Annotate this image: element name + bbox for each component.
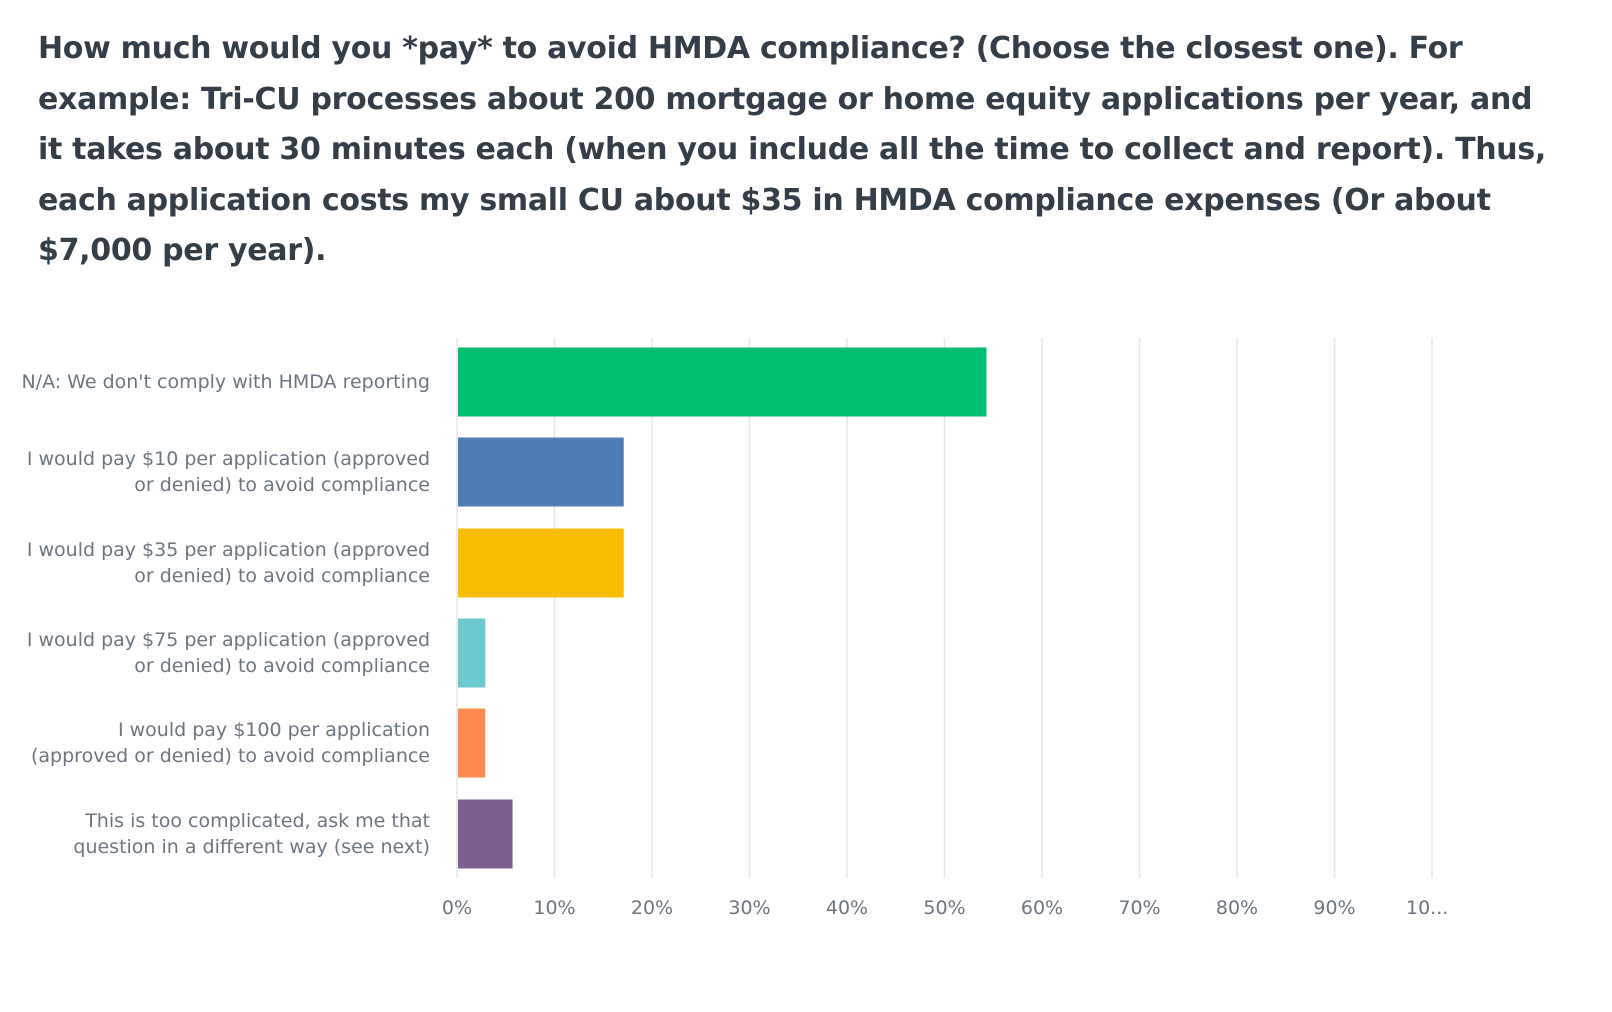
- x-tick-label: 80%: [1216, 897, 1258, 919]
- bar: [458, 528, 624, 598]
- x-tick-label: 40%: [826, 897, 868, 919]
- category-label: I would pay $35 per application (approve…: [26, 539, 430, 587]
- bar: [458, 437, 624, 507]
- bar: [458, 799, 513, 869]
- x-tick-label: 0%: [442, 897, 472, 919]
- x-tick-label: 30%: [728, 897, 770, 919]
- bar: [458, 347, 987, 417]
- x-tick-label: 90%: [1313, 897, 1355, 919]
- category-label: I would pay $75 per application (approve…: [26, 629, 430, 677]
- x-tick-label: 60%: [1021, 897, 1063, 919]
- x-tick-label: 70%: [1118, 897, 1160, 919]
- category-label: This is too complicated, ask me that que…: [73, 810, 430, 858]
- category-label: N/A: We don't comply with HMDA reporting: [21, 371, 430, 393]
- x-tick-label: 10%: [533, 897, 575, 919]
- bar: [458, 708, 486, 778]
- bar: [458, 618, 486, 688]
- category-label: I would pay $100 per application (approv…: [31, 719, 430, 767]
- x-tick-label: 20%: [631, 897, 673, 919]
- x-tick-label: 50%: [923, 897, 965, 919]
- question-title: How much would you *pay* to avoid HMDA c…: [38, 31, 1547, 268]
- category-label: I would pay $10 per application (approve…: [26, 448, 430, 496]
- x-tick-label: 10...: [1406, 897, 1448, 919]
